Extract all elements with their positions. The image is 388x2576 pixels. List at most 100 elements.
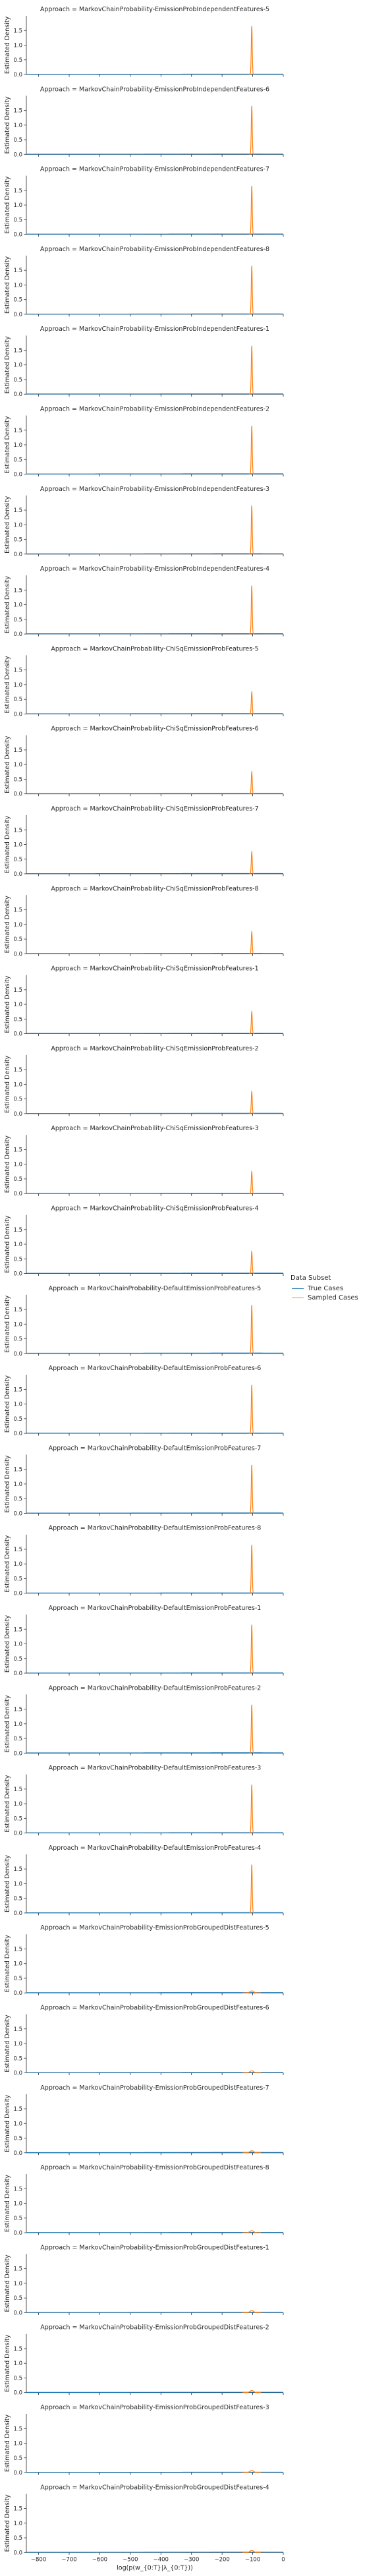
y-tick-label: 1.0 <box>13 1402 22 1408</box>
sampled-cases-density <box>249 1090 254 1114</box>
y-tick-label: 1.0 <box>13 1321 22 1328</box>
y-tick-label: 1.5 <box>13 1707 22 1713</box>
y-tick-label: 0.0 <box>13 1990 22 1997</box>
facet-title: Approach = MarkovChainProbability-Emissi… <box>40 6 269 13</box>
facet-title: Approach = MarkovChainProbability-Emissi… <box>40 406 269 413</box>
facet-title: Approach = MarkovChainProbability-Emissi… <box>40 1924 269 1932</box>
y-axis-label: Estimated Density <box>4 496 11 554</box>
y-tick-label: 1.5 <box>13 2346 22 2353</box>
y-tick-label: 0.0 <box>13 1671 22 1677</box>
facet-title: Approach = MarkovChainProbability-Emissi… <box>40 565 269 573</box>
y-tick-label: 1.0 <box>13 1881 22 1887</box>
y-tick-label: 1.5 <box>13 1467 22 1474</box>
sampled-cases-density <box>249 1624 254 1674</box>
x-tick-label: −200 <box>214 2556 229 2563</box>
y-tick-label: 1.0 <box>13 2201 22 2208</box>
y-tick-label: 1.0 <box>13 1242 22 1248</box>
x-tick-label: −600 <box>92 2556 107 2563</box>
y-tick-label: 0.5 <box>13 2375 22 2382</box>
facet-title: Approach = MarkovChainProbability-ChiSqE… <box>51 1125 258 1132</box>
y-tick-label: 1.5 <box>13 2026 22 2033</box>
y-tick-label: 1.5 <box>13 587 22 594</box>
y-tick-label: 1.5 <box>13 747 22 754</box>
y-tick-label: 1.0 <box>13 202 22 209</box>
y-tick-label: 1.0 <box>13 1002 22 1008</box>
y-tick-label: 0.0 <box>13 711 22 718</box>
y-tick-label: 0.0 <box>13 2150 22 2157</box>
y-axis-label: Estimated Density <box>4 2094 11 2152</box>
y-tick-label: 1.0 <box>13 282 22 289</box>
y-tick-label: 0.0 <box>13 791 22 798</box>
y-tick-label: 1.0 <box>13 1162 22 1168</box>
facet-title: Approach = MarkovChainProbability-ChiSqE… <box>51 1045 258 1052</box>
y-tick-label: 0.5 <box>13 137 22 144</box>
y-tick-label: 1.0 <box>13 43 22 49</box>
sampled-cases-density <box>249 426 254 475</box>
facet-title: Approach = MarkovChainProbability-Emissi… <box>40 2005 269 2012</box>
y-tick-label: 0.0 <box>13 391 22 398</box>
x-tick-label: 0 <box>281 2556 285 2563</box>
sampled-cases-density <box>249 930 254 954</box>
y-axis-label: Estimated Density <box>4 1535 11 1593</box>
y-tick-label: 1.0 <box>13 1481 22 1488</box>
facet-title: Approach = MarkovChainProbability-ChiSqE… <box>51 965 258 973</box>
y-tick-label: 1.0 <box>13 1642 22 1648</box>
y-axis-label: Estimated Density <box>4 2254 11 2312</box>
y-tick-label: 1.5 <box>13 347 22 354</box>
y-axis-label: Estimated Density <box>4 2415 11 2473</box>
sampled-cases-density <box>242 2550 262 2553</box>
y-tick-label: 1.5 <box>13 188 22 194</box>
y-axis-label: Estimated Density <box>4 16 11 74</box>
y-tick-label: 0.0 <box>13 1510 22 1517</box>
facet-title: Approach = MarkovChainProbability-Emissi… <box>40 2484 269 2491</box>
y-tick-label: 0.5 <box>13 2055 22 2062</box>
y-tick-label: 0.0 <box>13 2550 22 2556</box>
facet-title: Approach = MarkovChainProbability-Defaul… <box>49 1525 262 1532</box>
facet-title: Approach = MarkovChainProbability-Emissi… <box>40 2324 269 2332</box>
sampled-cases-density <box>249 850 254 874</box>
y-tick-label: 0.5 <box>13 857 22 863</box>
y-axis-label: Estimated Density <box>4 735 11 793</box>
y-tick-label: 0.5 <box>13 1736 22 1742</box>
sampled-cases-density <box>249 266 254 315</box>
sampled-cases-density <box>249 26 254 75</box>
y-tick-label: 1.5 <box>13 2266 22 2273</box>
sampled-cases-density <box>249 1010 254 1035</box>
y-axis-label: Estimated Density <box>4 896 11 954</box>
x-tick-label: −700 <box>61 2556 76 2563</box>
y-axis-label: Estimated Density <box>4 816 11 874</box>
y-tick-label: 1.5 <box>13 668 22 674</box>
sampled-cases-density <box>249 1545 254 1594</box>
y-tick-label: 0.0 <box>13 1271 22 1278</box>
y-tick-label: 1.0 <box>13 2441 22 2447</box>
legend: Data Subset True Cases Sampled Cases <box>291 1274 383 1302</box>
y-tick-label: 0.5 <box>13 1656 22 1663</box>
y-tick-label: 1.5 <box>13 1626 22 1633</box>
y-tick-label: 0.5 <box>13 1896 22 1903</box>
y-tick-label: 0.5 <box>13 1176 22 1183</box>
y-tick-label: 0.0 <box>13 1831 22 1837</box>
sampled-cases-density <box>249 1785 254 1834</box>
y-tick-label: 1.0 <box>13 1561 22 1568</box>
y-axis-label: Estimated Density <box>4 2494 11 2552</box>
y-tick-label: 1.5 <box>13 1946 22 1953</box>
y-tick-label: 1.5 <box>13 907 22 914</box>
sampled-cases-density <box>249 345 254 395</box>
sampled-cases-density <box>242 2150 262 2154</box>
y-tick-label: 1.5 <box>13 1787 22 1793</box>
y-tick-label: 1.5 <box>13 1147 22 1153</box>
y-tick-label: 0.5 <box>13 1256 22 1263</box>
y-tick-label: 1.0 <box>13 762 22 768</box>
y-tick-label: 0.5 <box>13 697 22 703</box>
y-tick-label: 1.5 <box>13 108 22 115</box>
y-axis-label: Estimated Density <box>4 416 11 474</box>
sampled-cases-density <box>249 1385 254 1434</box>
y-tick-label: 0.5 <box>13 57 22 64</box>
facet-title: Approach = MarkovChainProbability-Emissi… <box>40 86 269 93</box>
y-tick-label: 1.0 <box>13 442 22 449</box>
y-axis-label: Estimated Density <box>4 2334 11 2392</box>
y-tick-label: 1.5 <box>13 1387 22 1393</box>
y-tick-label: 1.5 <box>13 2106 22 2113</box>
x-tick-label: −400 <box>153 2556 169 2563</box>
